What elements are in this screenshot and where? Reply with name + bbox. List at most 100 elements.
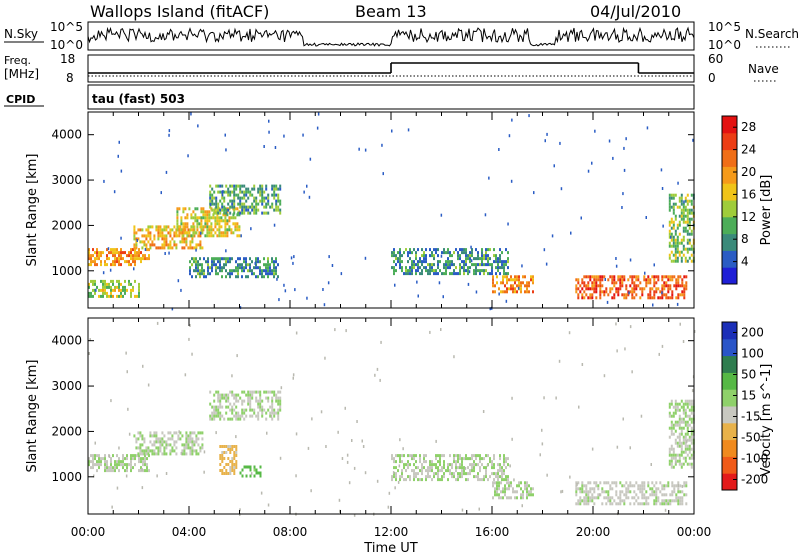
echo-cell [209, 272, 211, 276]
echo-cell [141, 467, 143, 471]
echo-cell [401, 266, 403, 270]
echo-cell [133, 234, 136, 238]
echo-cell [138, 469, 140, 473]
echo-cell [219, 260, 221, 264]
echo-cell [629, 446, 631, 450]
echo-cell [633, 287, 636, 291]
echo-cell [659, 481, 662, 485]
echo-cell [499, 469, 501, 473]
echo-cell [489, 460, 491, 464]
echo-cell [672, 211, 675, 215]
echo-cell [225, 399, 228, 403]
echo-cell [511, 118, 513, 122]
echo-cell [591, 293, 594, 297]
echo-cell [124, 288, 126, 292]
echo-cell [625, 490, 628, 494]
echo-cell [191, 263, 193, 267]
echo-cell [455, 272, 457, 276]
echo-cell [183, 449, 186, 453]
echo-cell [110, 399, 112, 403]
echo-cell [176, 210, 179, 214]
echo-cell [528, 114, 530, 118]
echo-cell [532, 281, 534, 285]
echo-cell [94, 457, 96, 461]
echo-cell [405, 266, 407, 270]
echo-cell [237, 193, 240, 197]
echo-cell [194, 219, 197, 223]
echo-cell [206, 231, 209, 235]
echo-cell [407, 251, 409, 255]
echo-cell [222, 231, 225, 235]
echo-cell [197, 272, 199, 276]
echo-cell [439, 457, 441, 461]
echo-cell [187, 154, 189, 158]
echo-cell [207, 266, 209, 270]
echo-cell [617, 275, 620, 279]
echo-cell [425, 454, 427, 458]
echo-cell [269, 266, 271, 270]
echo-cell [280, 386, 283, 390]
echo-cell [437, 266, 439, 270]
echo-cell [235, 448, 238, 451]
echo-cell [679, 284, 682, 288]
echo-cell [239, 211, 242, 215]
echo-cell [676, 302, 679, 306]
echo-cell [688, 423, 691, 427]
echo-cell [501, 266, 503, 270]
echo-cell [273, 393, 276, 397]
echo-cell [510, 278, 512, 282]
echo-cell [407, 454, 409, 458]
echo-cell [159, 446, 162, 450]
echo-cell [132, 288, 134, 292]
echo-cell [225, 472, 228, 475]
echo-cell [637, 484, 640, 488]
echo-cell [677, 281, 680, 285]
echo-cell [231, 405, 234, 409]
echo-cell [427, 263, 429, 267]
echo-cell [249, 399, 252, 403]
echo-cell [90, 454, 92, 458]
echo-cell [682, 214, 685, 218]
echo-cell [685, 484, 688, 488]
echo-cell [255, 275, 257, 279]
echo-cell [659, 296, 662, 300]
echo-cell [176, 228, 179, 232]
echo-cell [267, 269, 269, 273]
echo-cell [587, 169, 590, 173]
echo-cell [215, 184, 218, 188]
echo-cell [255, 399, 258, 403]
echo-cell [499, 260, 501, 264]
echo-cell [156, 321, 159, 325]
echo-cell [221, 266, 223, 270]
echo-cell [498, 148, 500, 151]
echo-cell [178, 225, 181, 229]
echo-cell [219, 199, 222, 203]
echo-cell [411, 266, 413, 270]
echo-cell [646, 126, 649, 130]
echo-cell [669, 502, 672, 506]
echo-cell [273, 411, 276, 415]
echo-region [668, 193, 695, 263]
echo-cell [135, 231, 138, 235]
echo-cell [435, 269, 437, 273]
echo-cell [233, 211, 236, 215]
echo-cell [682, 226, 685, 230]
echo-cell [512, 290, 514, 294]
echo-cell [206, 225, 209, 229]
echo-cell [429, 463, 431, 467]
echo-cell [469, 266, 471, 270]
echo-cell [463, 260, 465, 264]
echo-cell [510, 179, 513, 183]
echo-cell [587, 502, 590, 506]
echo-cell [125, 474, 128, 478]
echo-cell [185, 440, 188, 444]
echo-cell [227, 393, 230, 397]
echo-cell [182, 222, 185, 226]
echo-cell [520, 481, 522, 485]
echo-cell [110, 463, 112, 467]
echo-cell [88, 457, 90, 461]
echo-cell [180, 288, 182, 292]
echo-cell [631, 278, 634, 282]
echo-cell [128, 263, 130, 267]
echo-cell [413, 457, 415, 461]
